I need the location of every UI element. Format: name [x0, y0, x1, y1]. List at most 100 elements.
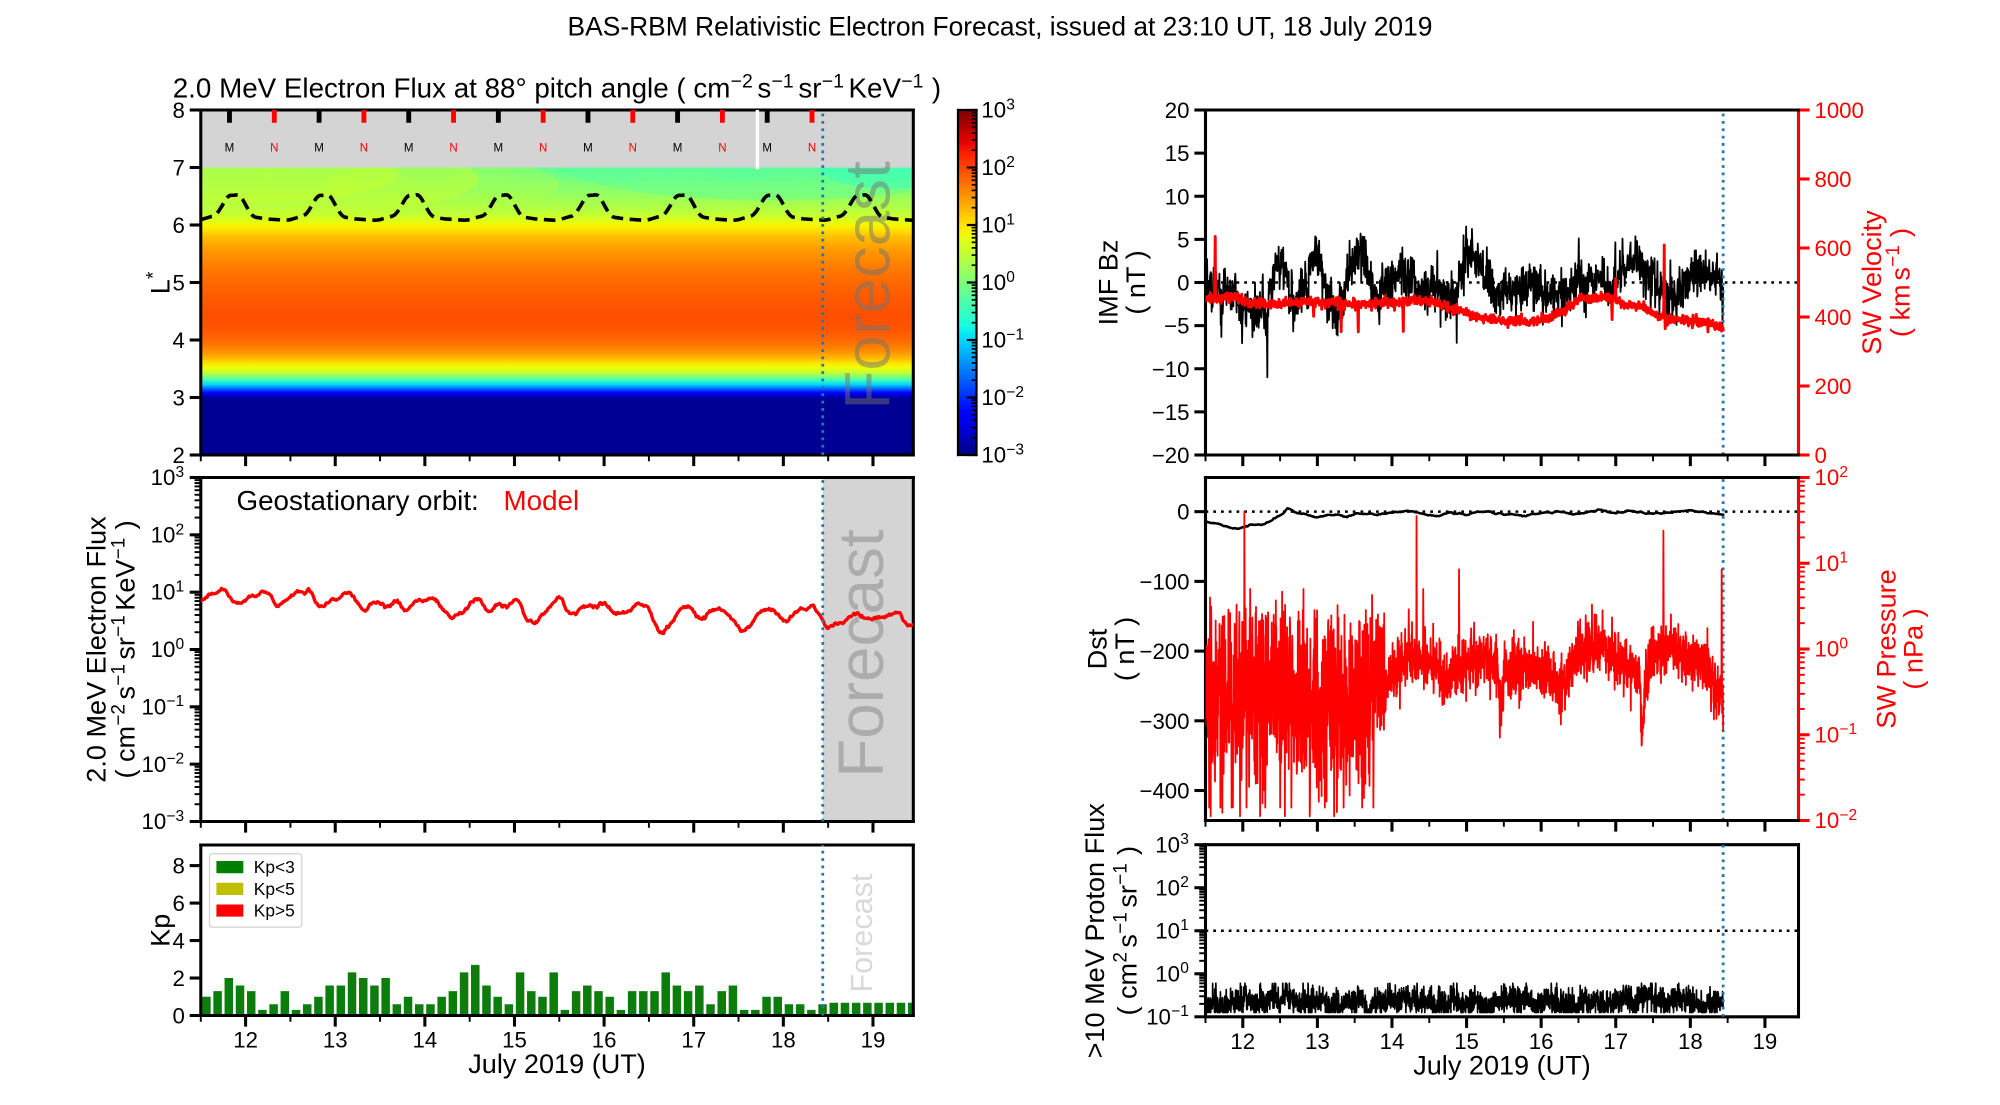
svg-text:1 0 3: 1 0 3	[151, 464, 185, 490]
svg-text:200: 200	[1814, 374, 1851, 399]
svg-text:July 2019 (UT): July 2019 (UT)	[468, 1048, 646, 1079]
svg-text:4: 4	[172, 929, 184, 954]
svg-text:1 0 −: 1 0 − 1	[981, 319, 1024, 352]
svg-text:15: 15	[1454, 1029, 1479, 1054]
svg-text:( nPa ): ( nPa )	[1898, 608, 1929, 689]
svg-text:>10 MeV Proton Flux: >10 MeV Proton Flux	[1079, 803, 1110, 1059]
svg-text:M: M	[762, 143, 772, 155]
svg-text:16: 16	[1529, 1029, 1554, 1054]
svg-text:M: M	[583, 143, 593, 155]
svg-text:18: 18	[771, 1028, 796, 1053]
svg-text:July 2019 (UT): July 2019 (UT)	[1413, 1050, 1591, 1081]
svg-text:2.0 MeV Electron Flux: 2.0 MeV Electron Flux	[81, 516, 112, 783]
svg-text:0: 0	[1177, 500, 1189, 525]
svg-text:( nT ): ( nT )	[1120, 250, 1151, 314]
svg-text:5: 5	[172, 271, 184, 296]
svg-text:N: N	[270, 143, 278, 155]
svg-text:N: N	[539, 143, 547, 155]
svg-text:15: 15	[502, 1028, 527, 1053]
svg-text:L *: L *	[143, 271, 175, 294]
svg-text:1 0 −: 1 0 − 2	[141, 744, 184, 777]
svg-text:1 0 0: 1 0 0	[981, 269, 1015, 295]
svg-text:−300: −300	[1139, 709, 1189, 734]
svg-text:15: 15	[1165, 141, 1190, 166]
svg-text:3: 3	[172, 386, 184, 411]
svg-text:N: N	[360, 143, 368, 155]
svg-text:0: 0	[1814, 443, 1826, 468]
svg-text:1 0 −: 1 0 − 3	[981, 434, 1024, 467]
svg-text:Kp<5: Kp<5	[254, 879, 295, 899]
svg-text:13: 13	[323, 1028, 348, 1053]
svg-text:400: 400	[1814, 305, 1851, 330]
svg-text:2 . 0: 2 . 0 M e V E l e c t r o n F l u x a t	[173, 67, 948, 103]
svg-text:M: M	[494, 143, 504, 155]
svg-text:Kp: Kp	[145, 914, 176, 947]
svg-text:−5: −5	[1164, 314, 1189, 339]
svg-text:Dst: Dst	[1082, 628, 1113, 669]
svg-text:N: N	[449, 143, 457, 155]
svg-text:1 0 3: 1 0 3	[981, 96, 1015, 122]
svg-text:14: 14	[412, 1028, 437, 1053]
svg-text:M: M	[314, 143, 324, 155]
svg-text:1 0 0: 1 0 0	[1814, 635, 1848, 661]
svg-text:12: 12	[1230, 1029, 1255, 1054]
svg-text:1 0 3: 1 0 3	[1155, 831, 1189, 857]
svg-text:Kp>5: Kp>5	[254, 901, 295, 921]
svg-text:14: 14	[1380, 1029, 1405, 1054]
svg-text:2: 2	[172, 443, 184, 468]
svg-text:M: M	[404, 143, 414, 155]
svg-text:1 0 2: 1 0 2	[1155, 874, 1189, 900]
svg-text:1 0 0: 1 0 0	[151, 636, 185, 662]
svg-text:( nT ): ( nT )	[1109, 617, 1140, 681]
svg-text:−400: −400	[1139, 779, 1189, 804]
svg-text:SW Pressure: SW Pressure	[1870, 569, 1901, 729]
svg-text:1 0 2: 1 0 2	[981, 154, 1015, 180]
svg-text:1 0 −: 1 0 − 1	[1146, 996, 1189, 1029]
svg-text:18: 18	[1678, 1029, 1703, 1054]
svg-text:−15: −15	[1152, 400, 1190, 425]
svg-text:1000: 1000	[1814, 98, 1863, 123]
svg-text:1 0 −: 1 0 − 2	[1814, 800, 1857, 833]
svg-text:19: 19	[1753, 1029, 1778, 1054]
svg-text:10: 10	[1165, 184, 1190, 209]
svg-text:1 0 −: 1 0 − 3	[141, 801, 184, 834]
svg-text:6: 6	[172, 891, 184, 916]
svg-text:1 0 −: 1 0 − 1	[141, 686, 184, 719]
svg-text:19: 19	[861, 1028, 886, 1053]
svg-text:IMF Bz: IMF Bz	[1093, 240, 1124, 326]
svg-text:600: 600	[1814, 236, 1851, 261]
svg-text:20: 20	[1165, 98, 1190, 123]
svg-text:BAS-RBM Relativistic Electron: BAS-RBM Relativistic Electron Forecast, …	[568, 12, 1433, 42]
svg-text:8: 8	[172, 854, 184, 879]
svg-text:( c m: ( c m s s r ) 2 − 1 − 1	[1106, 840, 1142, 1016]
svg-text:1 0 −: 1 0 − 2	[981, 377, 1024, 410]
svg-text:1 0 1: 1 0 1	[1155, 917, 1189, 943]
svg-text:M: M	[225, 143, 235, 155]
svg-text:−10: −10	[1152, 357, 1190, 382]
svg-text:−100: −100	[1139, 569, 1189, 594]
svg-text:1 0 2: 1 0 2	[1814, 464, 1848, 490]
svg-text:5: 5	[1177, 227, 1189, 252]
svg-text:13: 13	[1305, 1029, 1330, 1054]
svg-text:0: 0	[1177, 271, 1189, 296]
svg-text:6: 6	[172, 213, 184, 238]
svg-text:−20: −20	[1152, 443, 1190, 468]
svg-text:Kp<3: Kp<3	[254, 857, 295, 877]
svg-text:1 0 1: 1 0 1	[981, 211, 1015, 237]
svg-text:1 0 −: 1 0 − 1	[1814, 714, 1857, 747]
svg-text:( c m: ( c m s s r K e V ) − 2 − 1 − 1 − 1	[104, 514, 140, 778]
svg-text:4: 4	[172, 328, 184, 353]
svg-text:M: M	[673, 143, 683, 155]
svg-text:1 0 1: 1 0 1	[151, 578, 185, 604]
svg-text:Model: Model	[504, 485, 580, 516]
svg-text:( k m: ( k m s ) − 1	[1879, 222, 1915, 337]
svg-text:−200: −200	[1139, 639, 1189, 664]
svg-text:12: 12	[233, 1028, 258, 1053]
svg-text:1 0 1: 1 0 1	[1814, 550, 1848, 576]
svg-text:800: 800	[1814, 167, 1851, 192]
svg-text:Forecast: Forecast	[825, 529, 897, 778]
svg-text:8: 8	[172, 98, 184, 123]
svg-text:N: N	[718, 143, 726, 155]
svg-text:N: N	[629, 143, 637, 155]
svg-text:Forecast: Forecast	[831, 161, 903, 410]
